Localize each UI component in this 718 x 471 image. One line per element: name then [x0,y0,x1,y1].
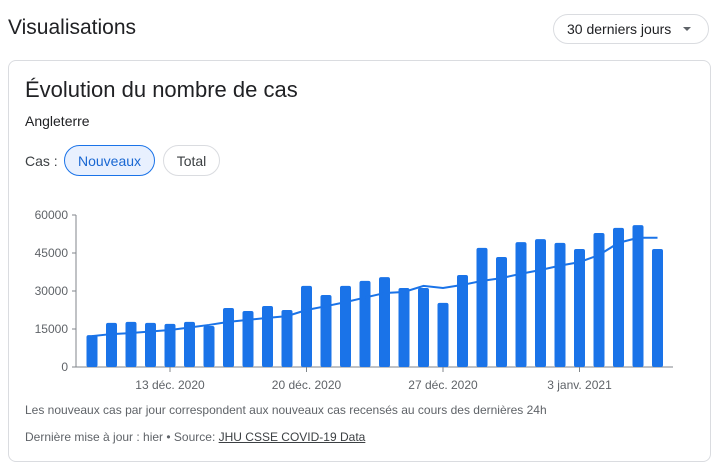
bar [574,248,585,367]
bar [652,248,663,367]
y-tick-label: 30000 [35,284,69,298]
bar [593,232,605,367]
bar [125,321,137,367]
y-tick-label: 15000 [35,322,69,336]
date-range-label: 30 derniers jours [567,21,672,37]
y-tick-label: 60000 [35,208,69,222]
moving-average-line [91,236,658,338]
x-tick-label: 20 déc. 2020 [272,378,342,392]
bar [340,285,351,367]
bar [145,322,156,367]
bar [379,277,390,367]
bar [320,295,332,367]
bar [242,311,254,367]
bar [632,225,644,367]
source-link[interactable]: JHU CSSE COVID-19 Data [218,430,366,444]
chart-note: Les nouveaux cas par jour correspondent … [25,403,547,417]
bar [262,305,273,367]
bar [203,325,215,367]
bar [457,275,468,367]
bar [281,310,293,367]
region-label: Angleterre [25,113,90,129]
bar [164,323,176,367]
bar [437,302,449,367]
caret-down-icon [683,27,692,31]
bar [106,322,117,367]
update-info: Dernière mise à jour : hier • Source: JH… [25,430,365,444]
bar [184,321,195,367]
card-title: Évolution du nombre de cas [25,77,298,102]
chip-new-cases[interactable]: Nouveaux [64,145,155,176]
bar [613,227,624,367]
bar [496,257,507,367]
x-tick-label: 27 déc. 2020 [408,378,478,392]
y-tick-label: 45000 [35,246,69,260]
bar [301,285,312,367]
bar [86,335,98,367]
bar [359,280,371,367]
cases-chart-card: Évolution du nombre de cas Angleterre Ca… [8,60,711,462]
bar [476,247,488,367]
date-range-dropdown[interactable]: 30 derniers jours [553,14,709,44]
x-tick-label: 3 janv. 2021 [547,378,612,392]
bar [535,239,546,367]
chip-total-cases[interactable]: Total [163,145,220,176]
cases-label: Cas : [25,153,58,169]
bar [223,307,234,367]
y-tick-label: 0 [61,360,68,374]
bar [398,287,410,367]
bar [515,242,527,367]
update-text: Dernière mise à jour : hier • Source: [25,430,219,444]
page-title: Visualisations [8,16,137,39]
x-tick-label: 13 déc. 2020 [135,378,205,392]
bar [418,287,429,367]
bar [554,242,566,367]
